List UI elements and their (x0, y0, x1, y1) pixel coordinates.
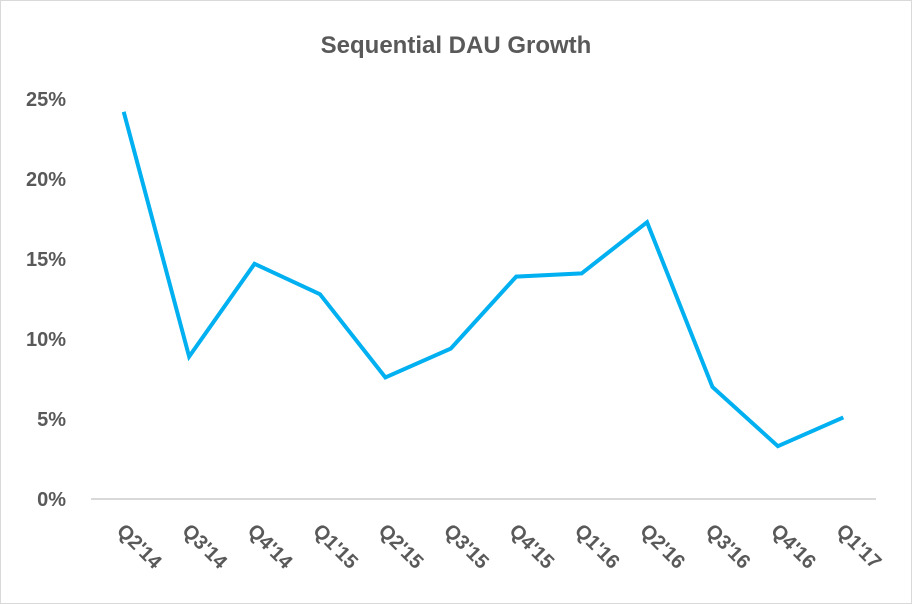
y-tick-label: 15% (26, 249, 66, 271)
x-tick-label: Q4'15 (505, 520, 559, 574)
series-line (121, 111, 845, 449)
y-tick-label: 5% (37, 409, 66, 431)
y-tick-label: 10% (26, 329, 66, 351)
x-tick-label: Q3'14 (178, 520, 232, 574)
x-tick-label: Q2'16 (636, 520, 690, 574)
x-tick-label: Q2'14 (112, 520, 166, 574)
x-tick-label: Q3'15 (439, 520, 493, 574)
x-tick-label: Q1'15 (308, 520, 362, 574)
x-tick-label: Q4'16 (766, 520, 820, 574)
x-tick-label: Q2'15 (374, 520, 428, 574)
chart-title: Sequential DAU Growth (321, 32, 592, 59)
y-tick-label: 25% (26, 89, 66, 111)
x-tick-label: Q1'16 (570, 520, 624, 574)
x-tick-label: Q3'16 (701, 520, 755, 574)
y-tick-label: 0% (37, 489, 66, 511)
x-tick-label: Q4'14 (243, 520, 297, 574)
x-tick-label: Q1'17 (832, 520, 886, 574)
y-tick-label: 20% (26, 169, 66, 191)
